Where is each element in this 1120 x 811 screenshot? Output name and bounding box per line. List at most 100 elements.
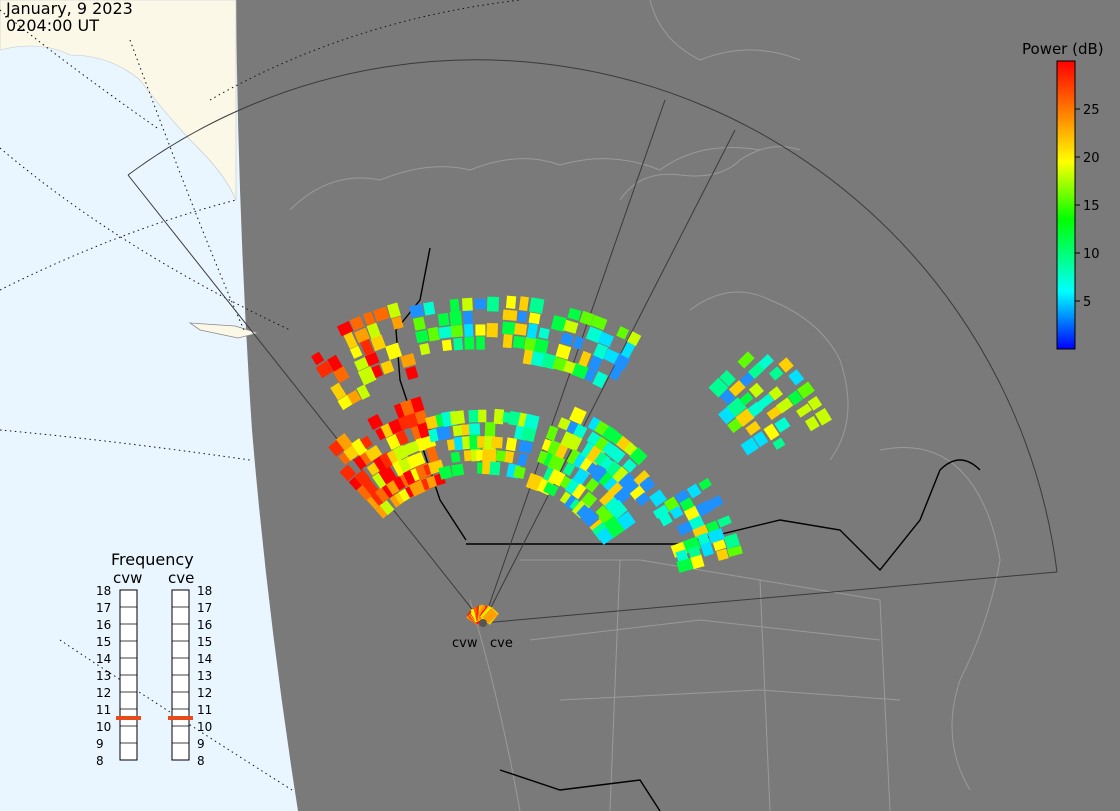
island-sunlit [188,322,260,339]
power-cell [367,413,384,431]
power-cell [347,389,362,405]
power-cell [560,431,574,448]
power-cell [593,451,611,469]
power-cell [365,493,382,511]
power-cell [493,408,505,425]
power-cell [616,326,630,340]
frequency-tick-label: 9 [197,737,205,751]
power-cell [468,409,480,423]
power-cell [426,446,439,463]
power-cell [716,548,729,561]
colorbar-title: Power (dB) [1022,40,1104,58]
power-cell [409,303,425,319]
power-cell [523,413,540,431]
power-cell [311,351,325,366]
power-cell [788,369,805,386]
power-cell [571,362,589,380]
colorbar-ticks: 25 20 15 10 5 [1075,103,1100,310]
frequency-tick-label: 18 [96,584,111,598]
radar-site-label-cve: cve [490,636,513,651]
power-cell [550,315,567,332]
power-cell [419,342,431,356]
power-cell [776,397,794,414]
power-cell [514,323,528,336]
power-cell [393,402,407,419]
power-cell [501,321,516,335]
power-cell [768,366,784,381]
power-cell [635,492,650,507]
power-cell [315,360,334,379]
power-cell [464,323,474,338]
power-cell [567,307,582,321]
power-cell [327,354,343,372]
power-cell [349,315,365,331]
power-cell [415,329,429,344]
power-cell [547,454,566,472]
power-cell [375,426,388,441]
power-cell [505,295,517,309]
power-cell [752,431,769,448]
colorbar-tick-label: 25 [1083,103,1100,118]
power-cell [559,491,574,506]
power-cell [804,415,820,432]
power-cell [365,444,383,462]
power-cell [580,508,600,527]
power-cell [343,331,358,350]
power-cell [719,389,736,406]
power-cell [450,324,464,338]
power-cell [362,478,379,497]
power-cell [468,423,481,436]
power-cell [373,306,390,323]
power-cell [392,474,408,491]
power-cell [482,608,498,624]
power-cell [351,438,368,456]
power-cell [629,447,648,466]
power-cell [772,437,786,450]
power-cell [547,468,566,487]
power-cell [633,470,650,486]
power-cell [484,421,496,437]
frequency-title: Frequency [111,550,194,569]
power-cell [451,463,465,477]
time-label: 0204:00 UT [6,16,100,35]
power-cell [728,380,746,397]
power-cell [719,370,736,387]
power-cell [356,483,374,501]
frequency-tick-label: 15 [197,635,212,649]
power-cell [597,331,615,348]
power-cell [386,448,401,464]
power-cell [712,539,727,552]
power-cell [379,500,395,516]
frequency-tick-label: 10 [197,720,212,734]
power-cell [737,351,755,369]
power-cell [552,356,568,372]
power-cell [414,409,428,425]
power-cell [745,420,761,436]
frequency-tick-label: 15 [96,635,111,649]
coastlines [289,0,1001,811]
power-cell [739,392,754,406]
power-cell [584,477,600,493]
power-cell [620,341,636,359]
power-cell [748,362,765,379]
power-cell [572,335,585,350]
power-cell [622,458,637,473]
power-cell [705,520,720,533]
power-cell [588,354,603,372]
power-cell [348,474,365,491]
power-cell [359,450,375,466]
power-cell [707,495,724,510]
power-cell [449,310,463,326]
power-cell [374,484,394,503]
power-cell [757,354,774,370]
power-cell [486,296,500,312]
power-cell [560,332,574,346]
power-cell [727,545,743,558]
power-cell [337,394,353,411]
power-cell [747,401,764,418]
radar-site-marker [479,619,487,627]
power-cell [449,410,466,425]
power-cell [482,447,497,463]
power-cell [490,436,503,449]
